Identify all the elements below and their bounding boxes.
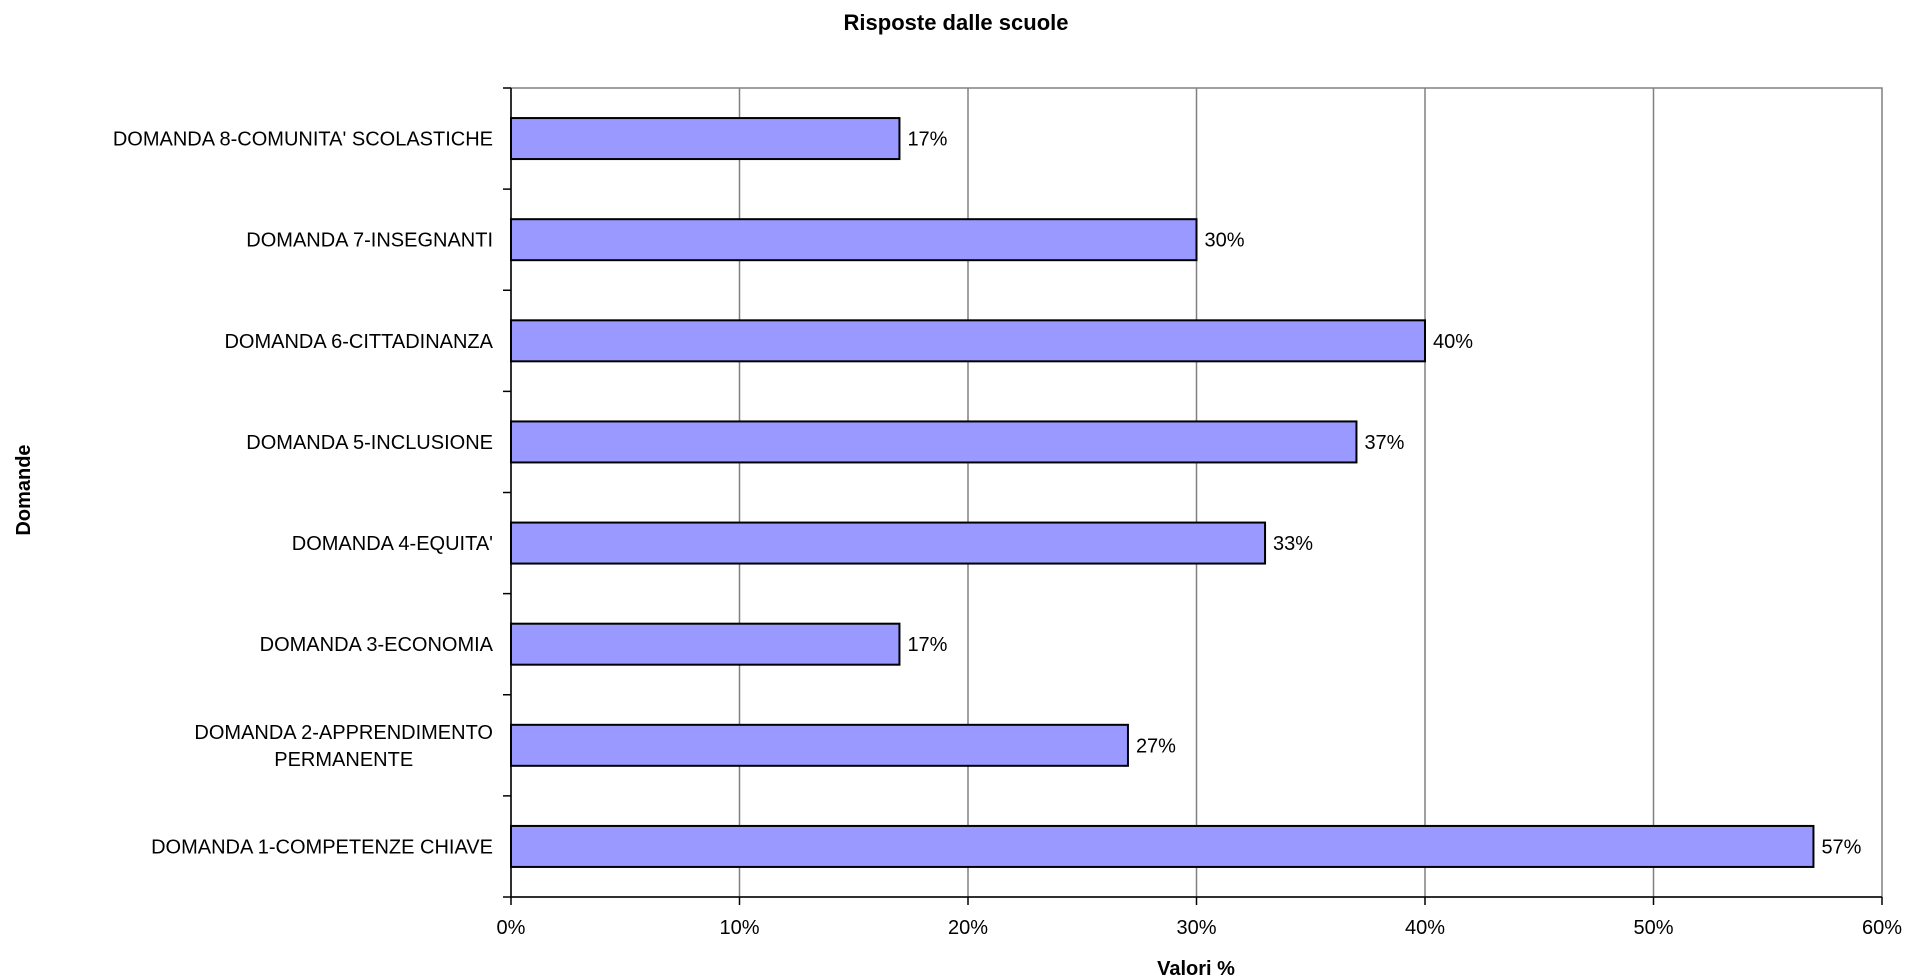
x-tick-label: 10%	[719, 917, 759, 939]
bars	[510, 117, 1815, 868]
category-label: DOMANDA 2-APPRENDIMENTO PERMANENTE	[194, 722, 493, 771]
bar	[510, 319, 1426, 363]
data-label: 40%	[1433, 331, 1473, 353]
x-tick-label: 40%	[1405, 917, 1445, 939]
data-label: 17%	[907, 129, 947, 151]
x-tick-label: 0%	[497, 917, 526, 939]
category-label: DOMANDA 1-COMPETENZE CHIAVE	[151, 836, 493, 858]
bar	[510, 218, 1198, 262]
bar	[510, 824, 1815, 868]
x-tick-label: 30%	[1176, 917, 1216, 939]
data-label: 17%	[907, 634, 947, 656]
axes	[503, 87, 1883, 905]
chart-title: Risposte dalle scuole	[844, 10, 1069, 35]
data-label: 30%	[1205, 230, 1245, 252]
category-label: DOMANDA 3-ECONOMIA	[260, 634, 494, 656]
bar	[510, 420, 1358, 464]
data-label: 37%	[1364, 432, 1404, 454]
data-label: 33%	[1273, 533, 1313, 555]
category-label: DOMANDA 4-EQUITA'	[292, 533, 493, 555]
bar	[510, 723, 1129, 767]
bar	[510, 622, 901, 666]
grid	[510, 87, 1883, 898]
x-tick-label: 50%	[1633, 917, 1673, 939]
data-label: 27%	[1136, 735, 1176, 757]
category-label: DOMANDA 5-INCLUSIONE	[246, 432, 493, 454]
labels: 0% 10% 20% 30% 40% 50% 60% 57% DOMANDA 1-COMPETE…	[113, 129, 1902, 939]
x-axis-title: Valori %	[1157, 958, 1235, 978]
category-label: DOMANDA 6-CITTADINANZA	[224, 331, 493, 353]
bar	[510, 117, 901, 161]
bar	[510, 521, 1267, 565]
x-tick-label: 60%	[1862, 917, 1902, 939]
x-tick-label: 20%	[948, 917, 988, 939]
category-label: DOMANDA 7-INSEGNANTI	[246, 230, 493, 252]
y-axis-title: Domande	[13, 444, 35, 535]
category-label: DOMANDA 8-COMUNITA' SCOLASTICHE	[113, 129, 493, 151]
data-label: 57%	[1821, 836, 1861, 858]
